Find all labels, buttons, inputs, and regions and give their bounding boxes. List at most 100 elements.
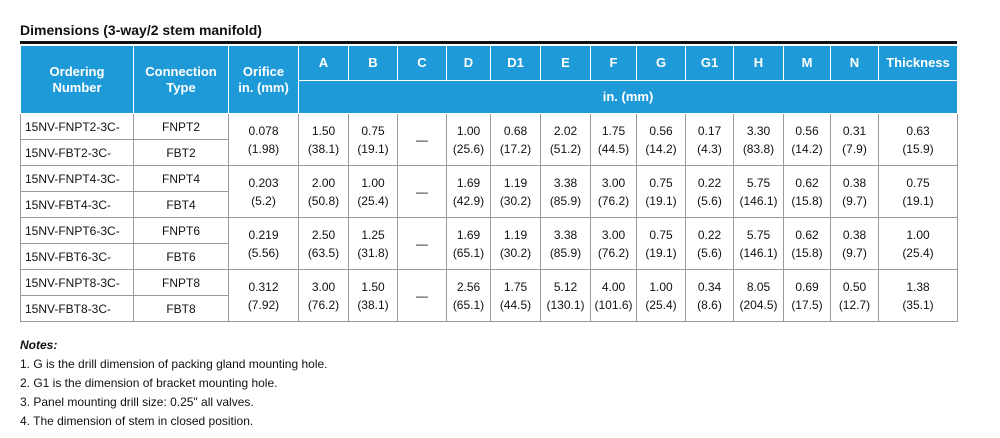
- column-header: B: [348, 45, 398, 81]
- cell-line: 1.69: [456, 175, 481, 190]
- cell-line: 0.62: [795, 175, 819, 190]
- cell-line: 1.75: [503, 279, 528, 294]
- cell-line: (130.1): [546, 297, 585, 312]
- cell-line: 1.00: [906, 227, 930, 242]
- cell-line: 0.75: [906, 175, 930, 190]
- cell-line: (19.1): [357, 141, 389, 156]
- column-header: E: [540, 45, 591, 81]
- note: 1. G is the drill dimension of packing g…: [20, 357, 328, 371]
- cell-line: 0.312: [248, 279, 279, 294]
- cell-line: Orifice: [242, 63, 285, 79]
- cell-line: (42.9): [452, 193, 485, 208]
- cell-line: 0.68: [503, 123, 528, 138]
- cell-line: 0.62: [795, 227, 819, 242]
- cell-line: 2.50: [311, 227, 336, 242]
- dimension: 0.62 (15.8): [783, 217, 831, 270]
- dimension: 1.00 (25.4): [636, 269, 686, 322]
- cell-line: (12.7): [838, 297, 871, 312]
- cell-line: 1.00: [361, 175, 385, 190]
- dimension: 1.38 (35.1): [878, 269, 958, 322]
- cell-line: 2.02: [553, 123, 578, 138]
- cell-line: 2.56: [456, 279, 481, 294]
- orifice: 0.078 (1.98): [228, 113, 299, 166]
- cell-line: (5.2): [251, 193, 276, 208]
- cell-line: (65.1): [452, 297, 485, 312]
- cell-line: (85.9): [549, 193, 582, 208]
- cell-line: (7.9): [842, 141, 867, 156]
- cell-line: (5.56): [247, 245, 280, 260]
- cell-line: 3.38: [553, 175, 578, 190]
- dimension: 0.75 (19.1): [878, 165, 958, 218]
- ordering-number: 15NV-FBT2-3C-: [20, 139, 134, 166]
- cell-line: (5.6): [697, 245, 722, 260]
- cell-line: (25.4): [645, 297, 677, 312]
- cell-line: 0.75: [361, 123, 385, 138]
- cell-line: (76.2): [597, 193, 630, 208]
- cell-line: Number: [52, 79, 102, 95]
- cell-line: (19.1): [645, 193, 677, 208]
- dimension: 0.38 (9.7): [830, 217, 879, 270]
- cell-line: (7.92): [247, 297, 280, 312]
- table-row: 15NV-FNPT6-3C- FNPT6 0.219 (5.56) 2.50 (63.5)…: [20, 217, 958, 270]
- cell-line: (30.2): [499, 193, 532, 208]
- cell-line: (15.8): [791, 193, 823, 208]
- cell-line: Connection: [145, 63, 217, 79]
- notes: Notes: 1. G is the drill dimension of pac…: [20, 336, 328, 431]
- dimension: 1.00 (25.4): [878, 217, 958, 270]
- cell-line: 3.30: [746, 123, 771, 138]
- dimension: —: [397, 217, 447, 270]
- dimension: 4.00 (101.6): [590, 269, 637, 322]
- dimension: 0.38 (9.7): [830, 165, 879, 218]
- cell-line: (204.5): [739, 297, 778, 312]
- connection-type: FNPT4: [133, 165, 229, 192]
- dimension: 3.38 (85.9): [540, 165, 591, 218]
- dimension: 2.02 (51.2): [540, 113, 591, 166]
- cell-line: 0.203: [248, 175, 279, 190]
- dimension: 3.30 (83.8): [733, 113, 784, 166]
- cell-line: Ordering: [49, 63, 105, 79]
- connection-type: FBT8: [133, 295, 229, 322]
- cell-line: (51.2): [549, 141, 582, 156]
- cell-line: (44.5): [597, 141, 630, 156]
- cell-line: 0.75: [649, 227, 673, 242]
- dimension: —: [397, 269, 447, 322]
- ordering-number: 15NV-FBT4-3C-: [20, 191, 134, 218]
- cell-line: 8.05: [746, 279, 771, 294]
- cell-line: (146.1): [739, 245, 778, 260]
- cell-line: 1.50: [311, 123, 336, 138]
- dimension: 3.38 (85.9): [540, 217, 591, 270]
- title: Dimensions (3-way/2 stem manifold): [20, 22, 262, 38]
- dimension: 2.50 (63.5): [298, 217, 349, 270]
- cell-line: (25.6): [452, 141, 485, 156]
- cell-line: (30.2): [499, 245, 532, 260]
- cell-line: (14.2): [791, 141, 823, 156]
- cell-line: —: [416, 184, 428, 199]
- dimension: 5.12 (130.1): [540, 269, 591, 322]
- cell-line: (19.1): [645, 245, 677, 260]
- cell-line: 1.69: [456, 227, 481, 242]
- column-header: A: [298, 45, 349, 81]
- ordering-number: 15NV-FNPT8-3C-: [20, 269, 134, 296]
- cell-line: (38.1): [357, 297, 389, 312]
- note: 4. The dimension of stem in closed posit…: [20, 414, 254, 428]
- dimension: 3.00 (76.2): [590, 217, 637, 270]
- note: 3. Panel mounting drill size: 0.25" all …: [20, 395, 254, 409]
- cell-line: 5.12: [553, 279, 578, 294]
- cell-line: 0.38: [842, 227, 867, 242]
- header-row: Ordering Number Connection Type Orifice in. (…: [20, 45, 958, 114]
- header-cell: Orifice in. (mm): [228, 45, 299, 114]
- cell-line: 0.17: [697, 123, 722, 138]
- dimension: 0.63 (15.9): [878, 113, 958, 166]
- unit-header: in. (mm): [298, 80, 958, 114]
- cell-line: (83.8): [742, 141, 775, 156]
- dimension: —: [397, 113, 447, 166]
- dimension: 1.69 (42.9): [446, 165, 491, 218]
- dimension: 2.56 (65.1): [446, 269, 491, 322]
- table-row: 15NV-FNPT2-3C- FNPT2 0.078 (1.98) 1.50 (38.1)…: [20, 113, 958, 166]
- dimension: 0.17 (4.3): [685, 113, 734, 166]
- dimension: 5.75 (146.1): [733, 165, 784, 218]
- cell-line: (31.8): [357, 245, 389, 260]
- cell-line: in. (mm): [238, 79, 289, 95]
- cell-line: (5.6): [697, 193, 722, 208]
- cell-line: 5.75: [746, 227, 771, 242]
